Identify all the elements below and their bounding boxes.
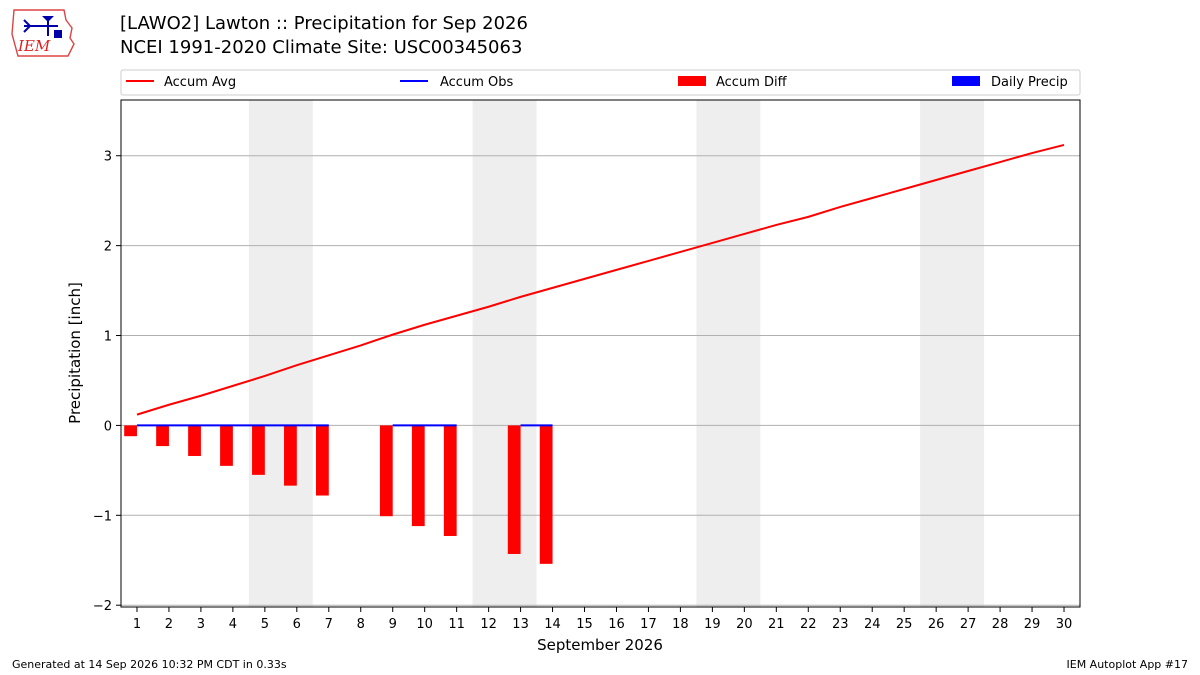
legend-label-daily-precip: Daily Precip (991, 75, 1068, 90)
chart-subtitle: NCEI 1991-2020 Climate Site: USC00345063 (120, 37, 523, 58)
x-tick-label: 27 (960, 617, 977, 632)
y-tick-label: 3 (104, 150, 112, 165)
weekend-band-3 (920, 100, 985, 607)
x-tick-label: 10 (416, 617, 433, 632)
x-tick-label: 29 (1024, 617, 1041, 632)
x-tick-label: 22 (800, 617, 817, 632)
x-tick-label: 11 (448, 617, 465, 632)
x-axis-label: September 2026 (537, 636, 663, 654)
x-tick-label: 13 (512, 617, 529, 632)
legend-label-accum-avg: Accum Avg (164, 75, 236, 90)
chart-title: [LAWO2] Lawton :: Precipitation for Sep … (120, 13, 528, 34)
x-tick-label: 5 (261, 617, 269, 632)
x-tick-label: 15 (576, 617, 593, 632)
x-tick-label: 4 (229, 617, 237, 632)
iem-logo: IEM (11, 9, 75, 57)
x-tick-label: 16 (608, 617, 625, 632)
x-tick-label: 7 (325, 617, 333, 632)
y-tick-label: −1 (93, 509, 112, 524)
x-tick-label: 1 (133, 617, 141, 632)
weekend-bands (248, 100, 985, 607)
accum-diff-bar-11 (443, 425, 457, 536)
series-lines (136, 143, 1065, 427)
legend-swatch-accum-diff (678, 76, 706, 86)
x-tick-label: 6 (293, 617, 301, 632)
y-axis-ticks: −2 −1 0 1 2 3 (93, 150, 121, 614)
accum-diff-bar-6 (284, 425, 297, 486)
accum-diff-bar-2 (156, 425, 169, 447)
x-tick-label: 2 (165, 617, 173, 632)
x-tick-label: 20 (736, 617, 753, 632)
x-tick-label: 21 (768, 617, 785, 632)
accum-diff-bar-1 (124, 425, 137, 437)
y-axis-label: Precipitation [inch] (66, 282, 84, 424)
plot-frame (120, 99, 1081, 608)
y-tick-label: −2 (93, 599, 112, 614)
x-tick-label: 8 (357, 617, 365, 632)
x-tick-label: 17 (640, 617, 657, 632)
logo-text: IEM (17, 37, 51, 55)
accum-avg-line (136, 143, 1065, 416)
x-tick-label: 28 (992, 617, 1009, 632)
legend-label-accum-diff: Accum Diff (716, 75, 788, 90)
x-tick-label: 25 (896, 617, 913, 632)
y-tick-label: 2 (104, 240, 112, 255)
accum-diff-bar-4 (220, 425, 233, 466)
accum-diff-bar-7 (315, 425, 329, 496)
accum-diff-bar-13 (507, 425, 521, 554)
weekend-band-1 (472, 100, 537, 607)
x-tick-label: 18 (672, 617, 689, 632)
x-tick-label: 19 (704, 617, 721, 632)
x-tick-label: 24 (864, 617, 881, 632)
app-label: IEM Autoplot App #17 (1066, 658, 1189, 671)
accum-diff-bar-3 (188, 425, 201, 456)
accum-diff-bars (124, 425, 553, 564)
x-tick-label: 9 (389, 617, 397, 632)
legend-swatch-daily-precip (952, 76, 980, 86)
y-tick-label: 0 (104, 419, 112, 434)
accum-diff-bar-14 (539, 425, 553, 564)
x-tick-label: 12 (480, 617, 497, 632)
x-tick-label: 30 (1056, 617, 1073, 632)
accum-diff-bar-5 (252, 425, 265, 475)
legend-label-accum-obs: Accum Obs (440, 75, 513, 90)
legend: Accum Avg Accum Obs Accum Diff Daily Pre… (120, 69, 1081, 96)
x-tick-label: 3 (197, 617, 205, 632)
x-tick-label: 14 (544, 617, 561, 632)
x-axis-ticks: 1 2 3 4 5 6 7 8 9 10 11 12 13 14 15 16 17 18 19 20 21 22 23 24 2… (133, 607, 1072, 632)
x-tick-label: 23 (832, 617, 849, 632)
weekend-band-2 (696, 100, 761, 607)
generated-timestamp: Generated at 14 Sep 2026 10:32 PM CDT in… (12, 658, 287, 671)
x-tick-label: 26 (928, 617, 945, 632)
accum-diff-bar-9 (379, 425, 393, 517)
y-tick-label: 1 (104, 330, 112, 345)
weekend-band-0 (248, 100, 313, 607)
accum-diff-bar-10 (411, 425, 425, 527)
